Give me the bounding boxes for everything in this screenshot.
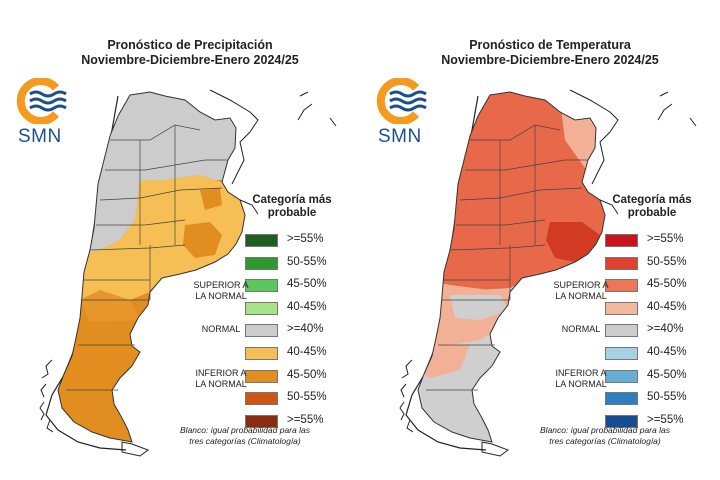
- province-borders: [426, 124, 588, 391]
- temperature-map-title: Pronóstico de Temperatura Noviembre-Dici…: [400, 38, 700, 68]
- legend-label: >=40%: [287, 323, 324, 336]
- province-borders: [66, 124, 228, 391]
- normal-patagonia-mid: [450, 295, 508, 320]
- legend-swatch: [245, 324, 278, 338]
- legend-swatch: [245, 256, 278, 270]
- argentina-outline: [57, 91, 246, 443]
- legend-label: 45-50%: [287, 278, 327, 291]
- group-label-inferior: INFERIOR A LA NORMAL: [550, 368, 612, 390]
- legend-label: 50-55%: [287, 255, 327, 268]
- smn-emblem-icon: [16, 77, 67, 125]
- legend-label: 45-50%: [287, 368, 327, 381]
- legend-swatch: [605, 347, 638, 360]
- precipitation-map: [39, 89, 337, 457]
- group-superior-line-2: LA NORMAL: [555, 291, 607, 301]
- region-45-50-northeast: [200, 188, 222, 210]
- above-45-50-north-central: [420, 92, 605, 290]
- note-line-1: Blanco: igual probabilidad para las: [540, 425, 670, 435]
- legend-swatch: [245, 369, 278, 383]
- legend-swatch: [605, 392, 638, 406]
- title-line-2: Noviembre-Diciembre-Enero 2024/25: [441, 53, 659, 67]
- group-superior-line-2: LA NORMAL: [195, 291, 247, 301]
- legend-swatch: [605, 234, 638, 247]
- above-50-55-buenos-aires: [546, 222, 600, 262]
- legend-swatch: [605, 301, 638, 315]
- smn-logo: SMN: [372, 77, 432, 147]
- legend-title: Categoría más probable: [602, 194, 702, 220]
- precipitation-map-panel: Pronóstico de Precipitación Noviembre-Di…: [12, 38, 350, 457]
- group-inferior-line-2: LA NORMAL: [555, 379, 607, 389]
- legend-swatch: [605, 414, 638, 428]
- group-label-normal: NORMAL: [561, 324, 601, 334]
- region-45-50-buenos-aires: [183, 222, 222, 258]
- region-patagonia-north: [80, 290, 140, 322]
- title-line-1: Pronóstico de Temperatura: [469, 38, 631, 52]
- title-line-1: Pronóstico de Precipitación: [107, 38, 273, 52]
- smn-logo-text: SMN: [378, 126, 422, 147]
- legend-title-line-2: probable: [267, 207, 317, 219]
- legend-label: >=55%: [647, 413, 684, 426]
- brazil-coastline: [569, 89, 619, 185]
- legend-label: 50-55%: [287, 391, 327, 404]
- legend-swatch: [605, 279, 638, 293]
- southern-islands: [399, 91, 697, 457]
- legend-label: >=55%: [287, 413, 324, 426]
- legend-swatch: [245, 301, 278, 315]
- legend-title: Categoría más probable: [242, 194, 342, 220]
- legend-title-line-1: Categoría más: [252, 194, 332, 206]
- group-inferior-line-1: INFERIOR A: [195, 368, 247, 378]
- legend-note: Blanco: igual probabilidad para las tres…: [500, 425, 710, 446]
- legend-note: Blanco: igual probabilidad para las tres…: [140, 425, 350, 446]
- legend-title-line-2: probable: [627, 207, 677, 219]
- legend-swatch: [245, 392, 278, 406]
- legend-label: 40-45%: [647, 300, 687, 313]
- legend-label: 50-55%: [647, 391, 687, 404]
- group-inferior-line-1: INFERIOR A: [555, 368, 607, 378]
- group-superior-line-1: SUPERIOR A: [193, 280, 249, 290]
- legend-label: 50-55%: [647, 255, 687, 268]
- brazil-coastline: [209, 89, 259, 185]
- legend-swatch: [245, 347, 278, 360]
- argentina-outline: [417, 91, 606, 443]
- legend-swatch: [245, 234, 278, 247]
- precipitation-map-title: Pronóstico de Precipitación Noviembre-Di…: [40, 38, 340, 68]
- legend-swatch: [245, 279, 278, 293]
- legend-swatch: [605, 324, 638, 338]
- legend-label: 40-45%: [287, 346, 327, 358]
- southern-islands: [39, 91, 337, 457]
- note-line-2: tres categorías (Climatología): [549, 435, 661, 446]
- legend-label: >=40%: [647, 323, 684, 336]
- legend-swatch: [245, 414, 278, 428]
- group-label-superior: SUPERIOR A LA NORMAL: [190, 280, 252, 302]
- temperature-map-panel: Pronóstico de Temperatura Noviembre-Dici…: [360, 0, 720, 480]
- temperature-map: [399, 89, 697, 457]
- legend-title-line-1: Categoría más: [612, 194, 692, 206]
- smn-logo: SMN: [12, 77, 72, 147]
- legend-label: 40-45%: [287, 300, 327, 313]
- smn-emblem-icon: [376, 77, 427, 125]
- group-inferior-line-2: LA NORMAL: [195, 379, 247, 389]
- legend-swatch: [605, 256, 638, 270]
- smn-logo-text: SMN: [18, 126, 62, 147]
- legend-label: 45-50%: [647, 278, 687, 291]
- note-line-1: Blanco: igual probabilidad para las: [180, 425, 310, 435]
- legend-label: 45-50%: [647, 368, 687, 381]
- group-superior-line-1: SUPERIOR A: [553, 280, 609, 290]
- title-line-2: Noviembre-Diciembre-Enero 2024/25: [81, 53, 299, 67]
- uruguay-coastline: [599, 199, 619, 215]
- legend-label: >=55%: [647, 233, 684, 245]
- note-line-2: tres categorías (Climatología): [189, 435, 301, 446]
- legend-label: >=55%: [287, 233, 324, 245]
- group-label-normal: NORMAL: [201, 324, 241, 334]
- group-label-superior: SUPERIOR A LA NORMAL: [550, 280, 612, 302]
- group-label-inferior: INFERIOR A LA NORMAL: [190, 368, 252, 390]
- legend-swatch: [605, 369, 638, 383]
- legend-label: 40-45%: [647, 346, 687, 358]
- uruguay-coastline: [239, 199, 259, 215]
